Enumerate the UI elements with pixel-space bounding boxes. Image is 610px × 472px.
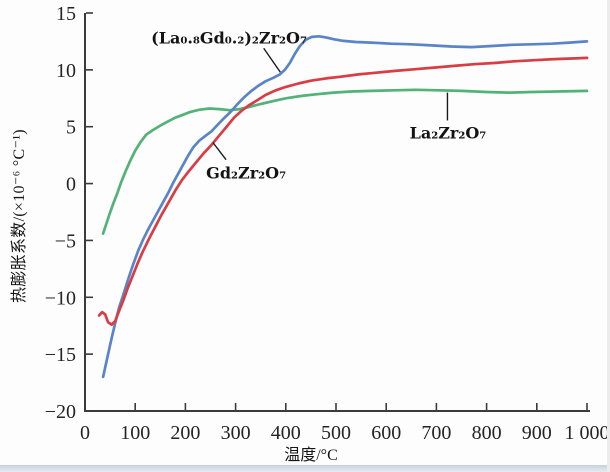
x-tick-label: 500 <box>321 422 351 444</box>
label-leader-line <box>212 142 227 161</box>
x-tick-label: 1 000 <box>565 422 610 444</box>
y-tick-label: 15 <box>56 3 76 25</box>
x-tick-label: 200 <box>170 422 200 444</box>
series-label-gd2zr2o7: Gd₂Zr₂O₇ <box>206 163 287 183</box>
x-tick-label: 900 <box>522 422 552 444</box>
y-tick-label: −10 <box>45 287 76 309</box>
y-tick-label: 0 <box>66 174 76 196</box>
x-tick-label: 100 <box>120 422 150 444</box>
la2zr2o7-curve <box>101 88 589 235</box>
y-tick-label: 5 <box>66 117 76 139</box>
series-label-la08gd02-zr2o7: (La₀.₈Gd₀.₂)₂Zr₂O₇ <box>151 28 307 48</box>
axes-frame <box>84 13 590 412</box>
x-tick-label: 300 <box>221 422 251 444</box>
y-axis-title: 热膨胀系数/(×10⁻⁶ °C⁻¹) <box>11 129 28 303</box>
x-tick-label: 400 <box>271 422 301 444</box>
gd2zr2o7-curve <box>97 56 589 326</box>
x-tick-label: 700 <box>421 422 451 444</box>
page-edge-band <box>0 465 610 472</box>
x-tick-label: 600 <box>371 422 401 444</box>
y-tick-label: −5 <box>55 230 76 252</box>
x-axis-title: 温度/°C <box>284 447 338 464</box>
series-label-la2zr2o7: La₂Zr₂O₇ <box>409 123 487 143</box>
x-tick-label: 0 <box>80 422 90 444</box>
y-tick-label: 10 <box>56 60 76 82</box>
label-leader-line <box>263 47 281 73</box>
y-tick-label: −15 <box>45 344 76 366</box>
y-tick-label: −20 <box>45 401 76 423</box>
page-edge-strip <box>607 0 610 472</box>
la08gd02-zr2o7-curve <box>101 34 589 379</box>
x-tick-label: 800 <box>472 422 502 444</box>
